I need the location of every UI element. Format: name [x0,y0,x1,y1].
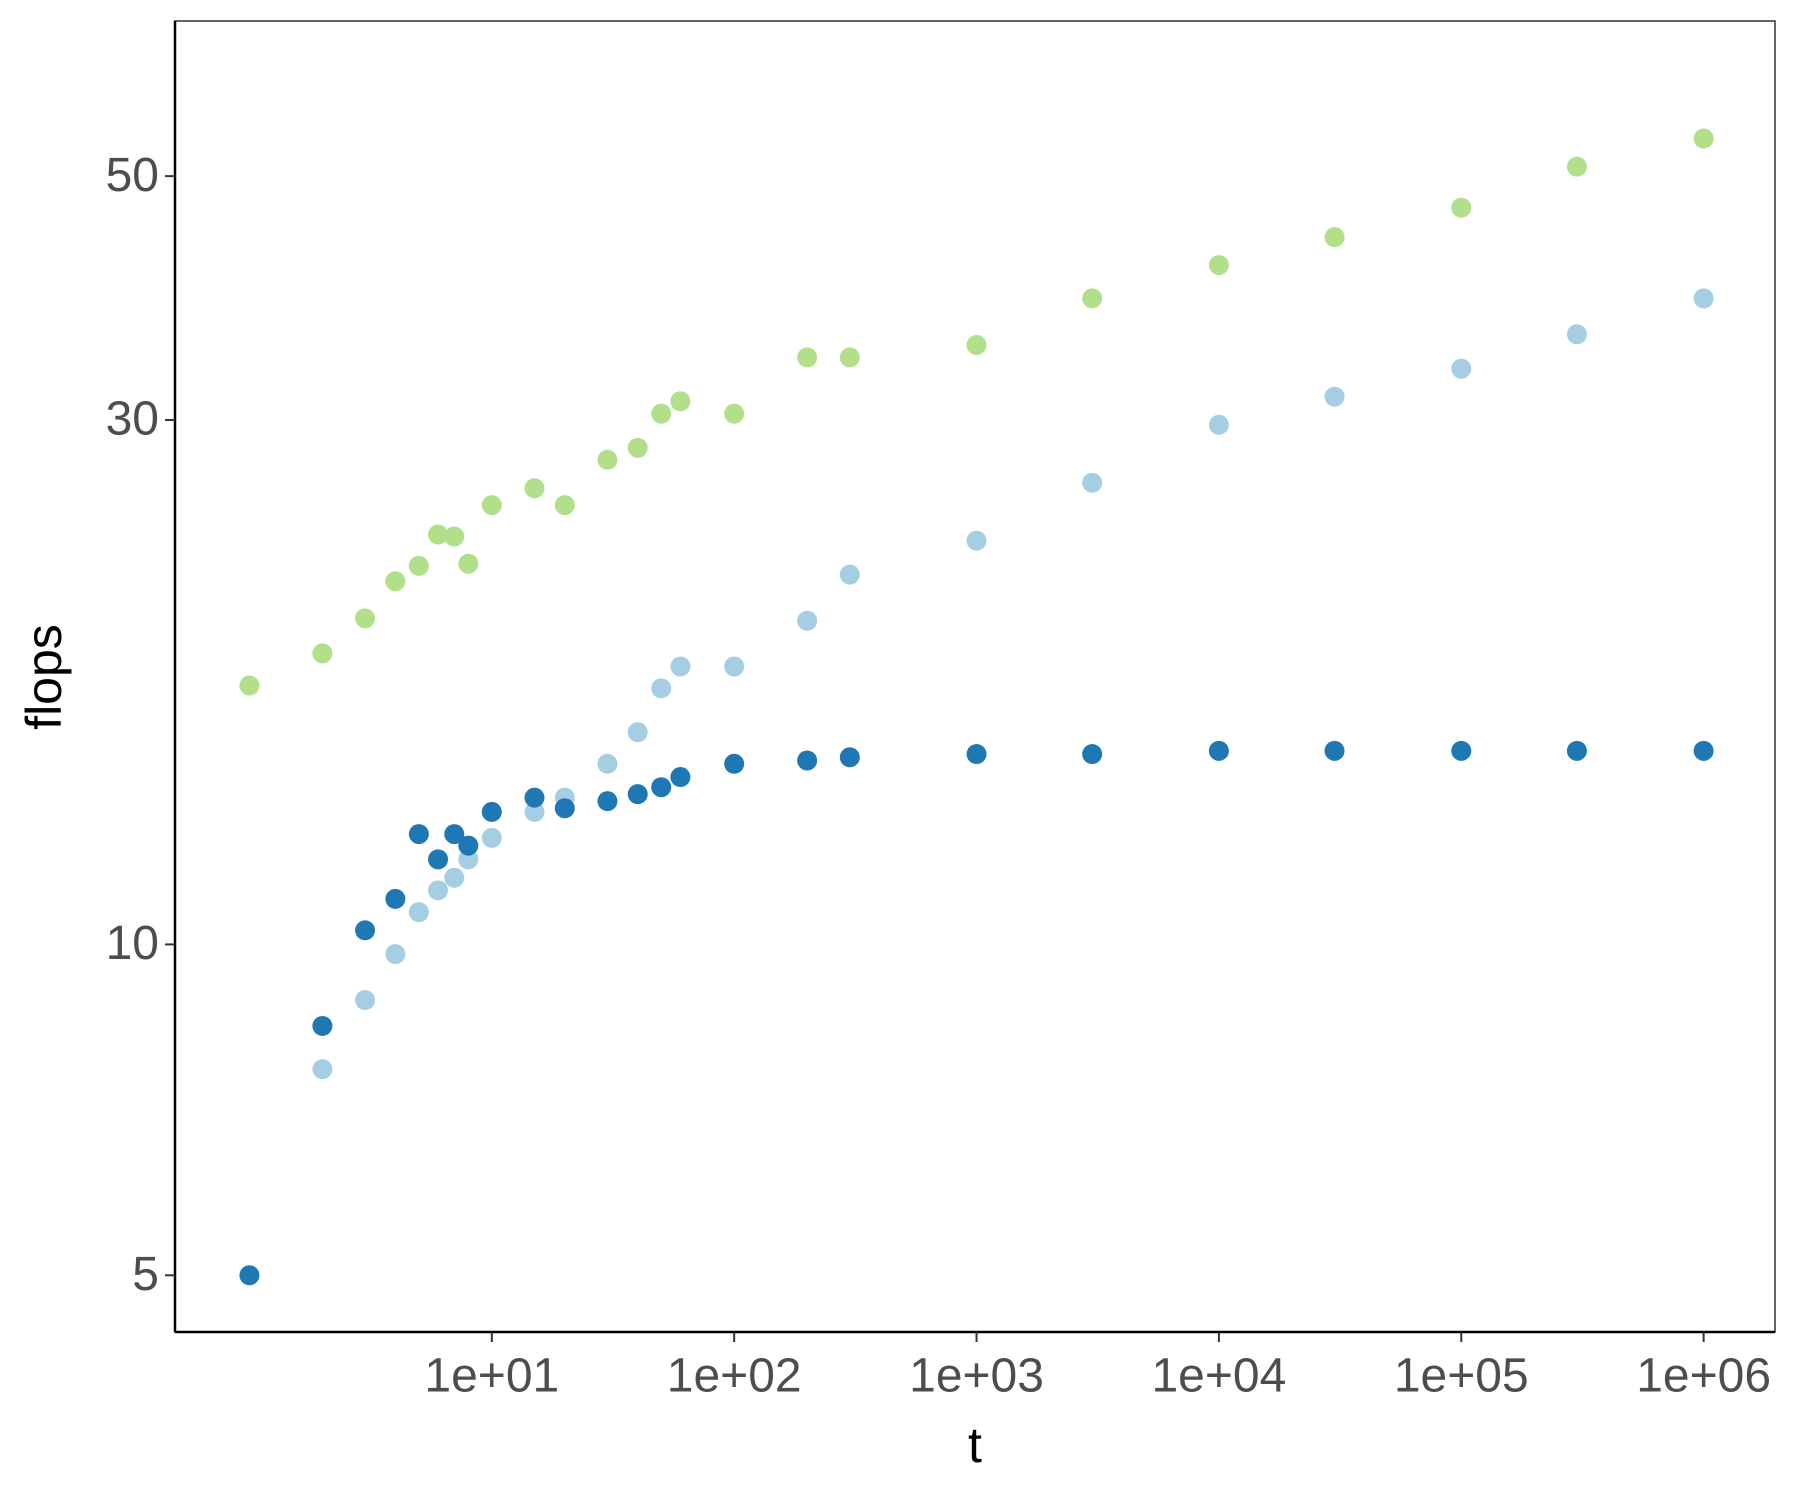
point [444,867,465,888]
point [627,722,648,743]
point [481,827,502,848]
point [458,835,479,856]
point [481,495,502,516]
y-axis-title: flops [16,624,72,730]
point [524,801,545,822]
y-tick-label: 50 [106,149,159,202]
point [797,750,818,771]
point [839,564,860,585]
x-tick-label: 1e+04 [1151,1350,1286,1403]
x-tick-label: 1e+01 [424,1350,559,1403]
point [385,888,406,909]
point [428,524,449,545]
point [1693,288,1714,309]
point [554,495,575,516]
point [312,643,333,664]
point [385,571,406,592]
point [797,610,818,631]
point [428,880,449,901]
point [385,944,406,965]
point [428,849,449,870]
point [458,553,479,574]
point [1693,128,1714,149]
y-tick-label: 30 [106,393,159,446]
point [724,656,745,677]
x-tick-label: 1e+05 [1394,1350,1529,1403]
point [1693,740,1714,761]
point [627,437,648,458]
point [355,990,376,1011]
point [797,347,818,368]
point [458,849,479,870]
point [670,391,691,412]
point [355,920,376,941]
point [408,555,429,576]
point [1451,740,1472,761]
point [355,608,376,629]
plot-panel [174,20,1776,1333]
y-tick-label: 5 [132,1248,159,1301]
point [839,347,860,368]
point [554,798,575,819]
point [670,767,691,788]
point [444,824,465,845]
x-axis-title: t [968,1417,982,1473]
point [1566,156,1587,177]
point [966,744,987,765]
point [597,449,618,470]
point [1082,288,1103,309]
point [597,753,618,774]
point [1082,744,1103,765]
point [651,777,672,798]
point [239,1265,260,1286]
point [1566,324,1587,345]
point [839,747,860,768]
point [966,335,987,356]
point [724,753,745,774]
point [1451,197,1472,218]
x-tick-label: 1e+06 [1636,1350,1771,1403]
point [1324,386,1345,407]
point [651,678,672,699]
point [1566,740,1587,761]
point [1324,740,1345,761]
point [239,675,260,696]
point [966,530,987,551]
point [481,801,502,822]
point [651,403,672,424]
point [724,403,745,424]
point [524,478,545,499]
point [408,824,429,845]
point [312,1015,333,1036]
x-tick-label: 1e+02 [667,1350,802,1403]
point [1324,227,1345,248]
point [408,902,429,923]
point [1208,740,1229,761]
point [524,787,545,808]
y-tick-label: 10 [106,917,159,970]
point [627,784,648,805]
x-tick-label: 1e+03 [909,1350,1044,1403]
point [597,791,618,812]
point [312,1059,333,1080]
point [444,526,465,547]
point [1208,255,1229,276]
point [1451,358,1472,379]
point [1082,472,1103,493]
point [1208,414,1229,435]
point [670,656,691,677]
